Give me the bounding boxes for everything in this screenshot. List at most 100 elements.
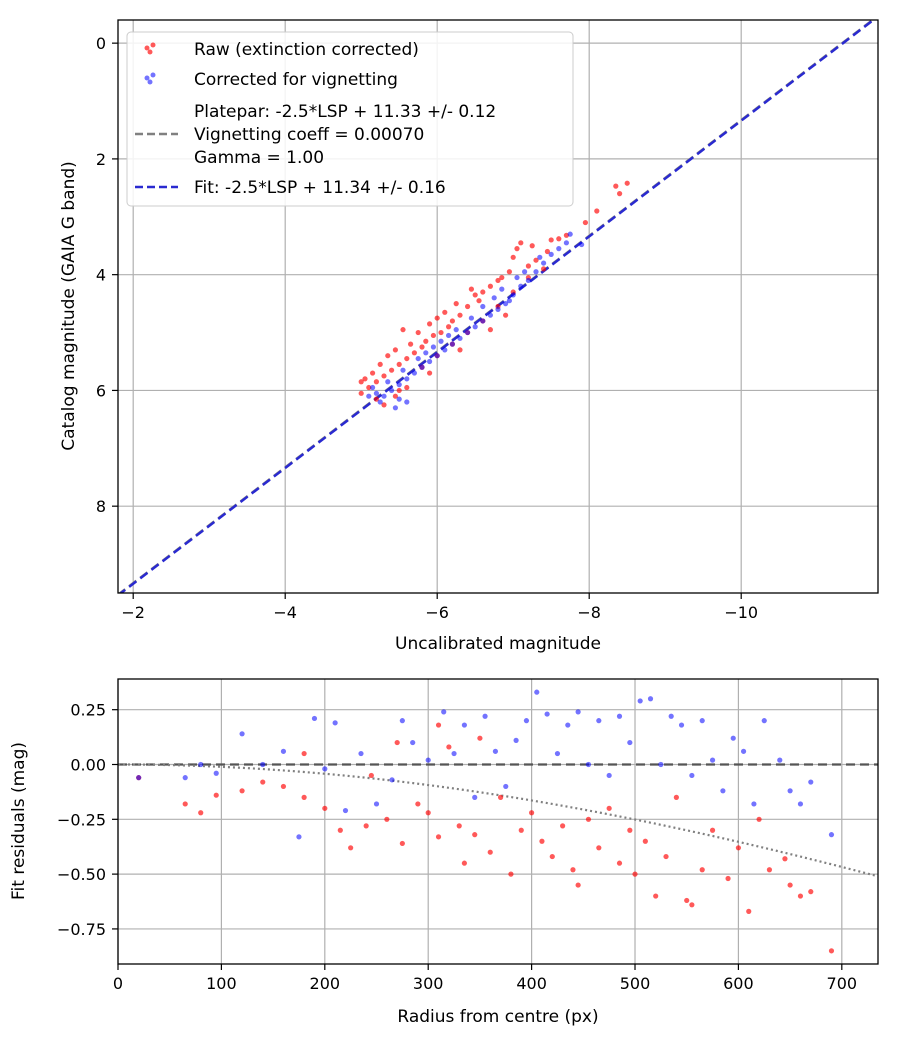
x-tick-label: −10	[724, 603, 758, 622]
raw-point	[472, 292, 478, 298]
raw-point	[337, 827, 343, 833]
bottom-chart-frame	[117, 678, 879, 965]
raw-point	[476, 298, 482, 304]
corrected-point	[828, 832, 835, 838]
x-tick-label: −4	[273, 603, 297, 622]
y-tick-label: 4	[96, 266, 106, 285]
corrected-point	[358, 750, 364, 757]
corrected-point	[442, 347, 448, 353]
raw-point	[362, 376, 368, 382]
legend-corrected-marker	[147, 79, 153, 85]
legend-raw-marker	[150, 42, 156, 48]
raw-point	[434, 315, 440, 321]
corrected-point	[585, 761, 592, 768]
x-tick-label: −8	[577, 603, 601, 622]
bottom-x-axis-title: Radius from centre (px)	[397, 1007, 598, 1027]
raw-point	[480, 289, 486, 295]
raw-point	[423, 338, 429, 344]
corrected-point	[434, 353, 440, 359]
corrected-point	[411, 370, 417, 376]
corrected-point	[400, 367, 406, 373]
corrected-point	[404, 376, 410, 382]
corrected-point	[513, 737, 519, 743]
corrected-point	[182, 775, 188, 781]
raw-point	[606, 805, 612, 811]
corrected-point	[544, 711, 550, 717]
corrected-point	[468, 315, 474, 321]
raw-point	[411, 350, 417, 356]
raw-point	[529, 243, 535, 249]
raw-point	[787, 882, 793, 888]
raw-point	[495, 277, 501, 284]
corrected-point	[430, 344, 436, 350]
raw-point	[472, 832, 478, 838]
raw-point	[508, 871, 514, 877]
corrected-point	[198, 761, 204, 768]
y-tick-label: −0.50	[57, 865, 106, 884]
corrected-point	[480, 303, 486, 310]
corrected-point	[761, 718, 767, 724]
corrected-point	[541, 260, 547, 266]
corrected-point	[740, 748, 747, 754]
raw-point	[510, 254, 516, 260]
legend-corrected-marker	[144, 75, 150, 81]
raw-point	[506, 269, 512, 275]
y-tick-label: 0	[96, 34, 106, 53]
raw-point	[392, 393, 398, 399]
corrected-point	[506, 298, 512, 304]
corrected-point	[637, 698, 643, 704]
corrected-point	[332, 720, 338, 726]
corrected-point	[404, 399, 410, 405]
corrected-point	[565, 722, 571, 728]
raw-point	[525, 263, 532, 269]
corrected-point	[438, 338, 444, 344]
raw-point	[518, 240, 524, 246]
raw-point	[549, 853, 555, 860]
corrected-point	[533, 269, 539, 275]
raw-point	[446, 324, 452, 330]
corrected-point	[427, 358, 433, 365]
corrected-point	[606, 772, 612, 779]
vignetting-curve	[118, 763, 878, 878]
corrected-point	[461, 722, 467, 728]
raw-point	[396, 387, 402, 394]
raw-point	[385, 353, 391, 359]
legend-box	[126, 31, 574, 207]
corrected-point	[689, 772, 695, 779]
legend-label-raw: Raw (extinction corrected)	[194, 40, 419, 60]
raw-point	[616, 860, 623, 866]
legend: Raw (extinction corrected) Corrected for…	[126, 31, 574, 207]
y-tick-label: 0.00	[70, 756, 106, 775]
raw-point	[435, 834, 442, 840]
corrected-point	[453, 327, 459, 333]
corrected-point	[480, 318, 486, 324]
corrected-point	[777, 757, 783, 763]
corrected-point	[575, 709, 581, 715]
corrected-point	[213, 770, 219, 776]
corrected-point	[514, 274, 520, 281]
corrected-point	[678, 722, 685, 728]
raw-point	[533, 257, 539, 263]
raw-point	[438, 329, 444, 336]
top-chart-ticks: −2 −4 −6 −8 −10 0 2 4 6 8	[96, 34, 758, 622]
corrected-point	[370, 384, 376, 391]
legend-raw-marker	[144, 45, 150, 51]
corrected-point	[419, 364, 425, 370]
legend-label-corrected: Corrected for vignetting	[194, 70, 398, 90]
corrected-point	[296, 834, 302, 840]
y-tick-label: −0.75	[57, 920, 106, 939]
raw-point	[198, 810, 204, 816]
raw-point	[400, 327, 406, 333]
raw-point	[596, 845, 602, 851]
corrected-point	[525, 277, 532, 284]
corrected-point	[518, 283, 524, 289]
corrected-point	[797, 801, 804, 807]
corrected-point	[389, 387, 395, 394]
bottom-y-axis-title: Fit residuals (mag)	[9, 742, 29, 900]
corrected-point	[280, 748, 287, 754]
corrected-point	[616, 713, 623, 719]
raw-point	[653, 893, 659, 899]
corrected-point	[389, 777, 395, 783]
raw-point	[461, 860, 467, 866]
